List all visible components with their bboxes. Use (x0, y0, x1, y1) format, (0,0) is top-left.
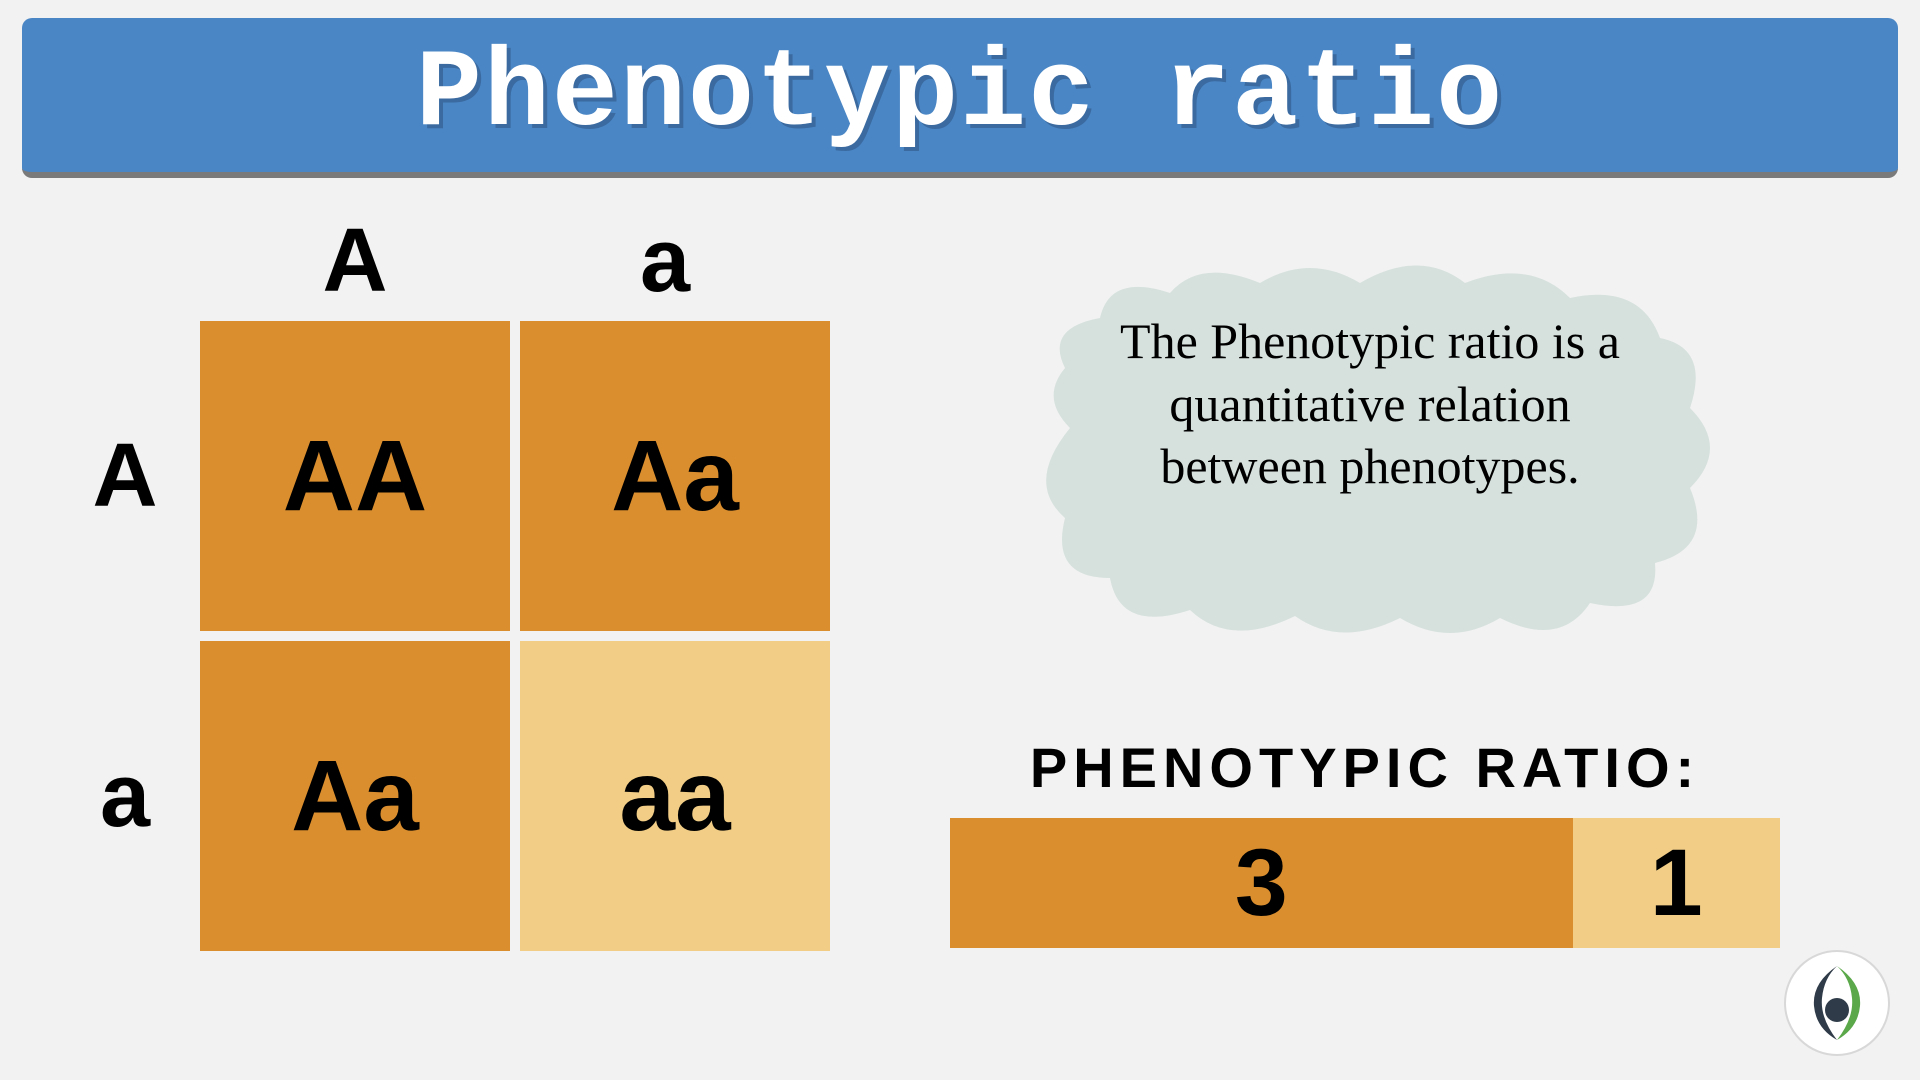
punnett-cell-3: aa (520, 641, 830, 951)
punnett-row-headers: A a (50, 321, 200, 951)
page-title: Phenotypic ratio (416, 33, 1504, 158)
punnett-cell-2: Aa (200, 641, 510, 951)
brand-logo-icon (1782, 948, 1892, 1058)
punnett-cell-0: AA (200, 321, 510, 631)
col-header-1: a (510, 210, 820, 313)
punnett-column-headers: A a (200, 210, 870, 313)
definition-cloud: The Phenotypic ratio is a quantitative r… (1010, 248, 1730, 648)
ratio-bar: 3 1 (950, 818, 1780, 948)
col-header-0: A (200, 210, 510, 313)
punnett-square: A a A a AA Aa Aa aa (50, 210, 870, 951)
punnett-cell-1: Aa (520, 321, 830, 631)
ratio-title: PHENOTYPIC RATIO: (950, 735, 1780, 800)
row-header-1: a (50, 641, 200, 951)
punnett-grid: AA Aa Aa aa (200, 321, 830, 951)
definition-text: The Phenotypic ratio is a quantitative r… (1090, 310, 1650, 498)
ratio-segment-0: 3 (950, 818, 1573, 948)
ratio-segment-1: 1 (1573, 818, 1781, 948)
row-header-0: A (50, 321, 200, 631)
title-banner: Phenotypic ratio (22, 18, 1898, 178)
ratio-section: PHENOTYPIC RATIO: 3 1 (950, 735, 1780, 948)
